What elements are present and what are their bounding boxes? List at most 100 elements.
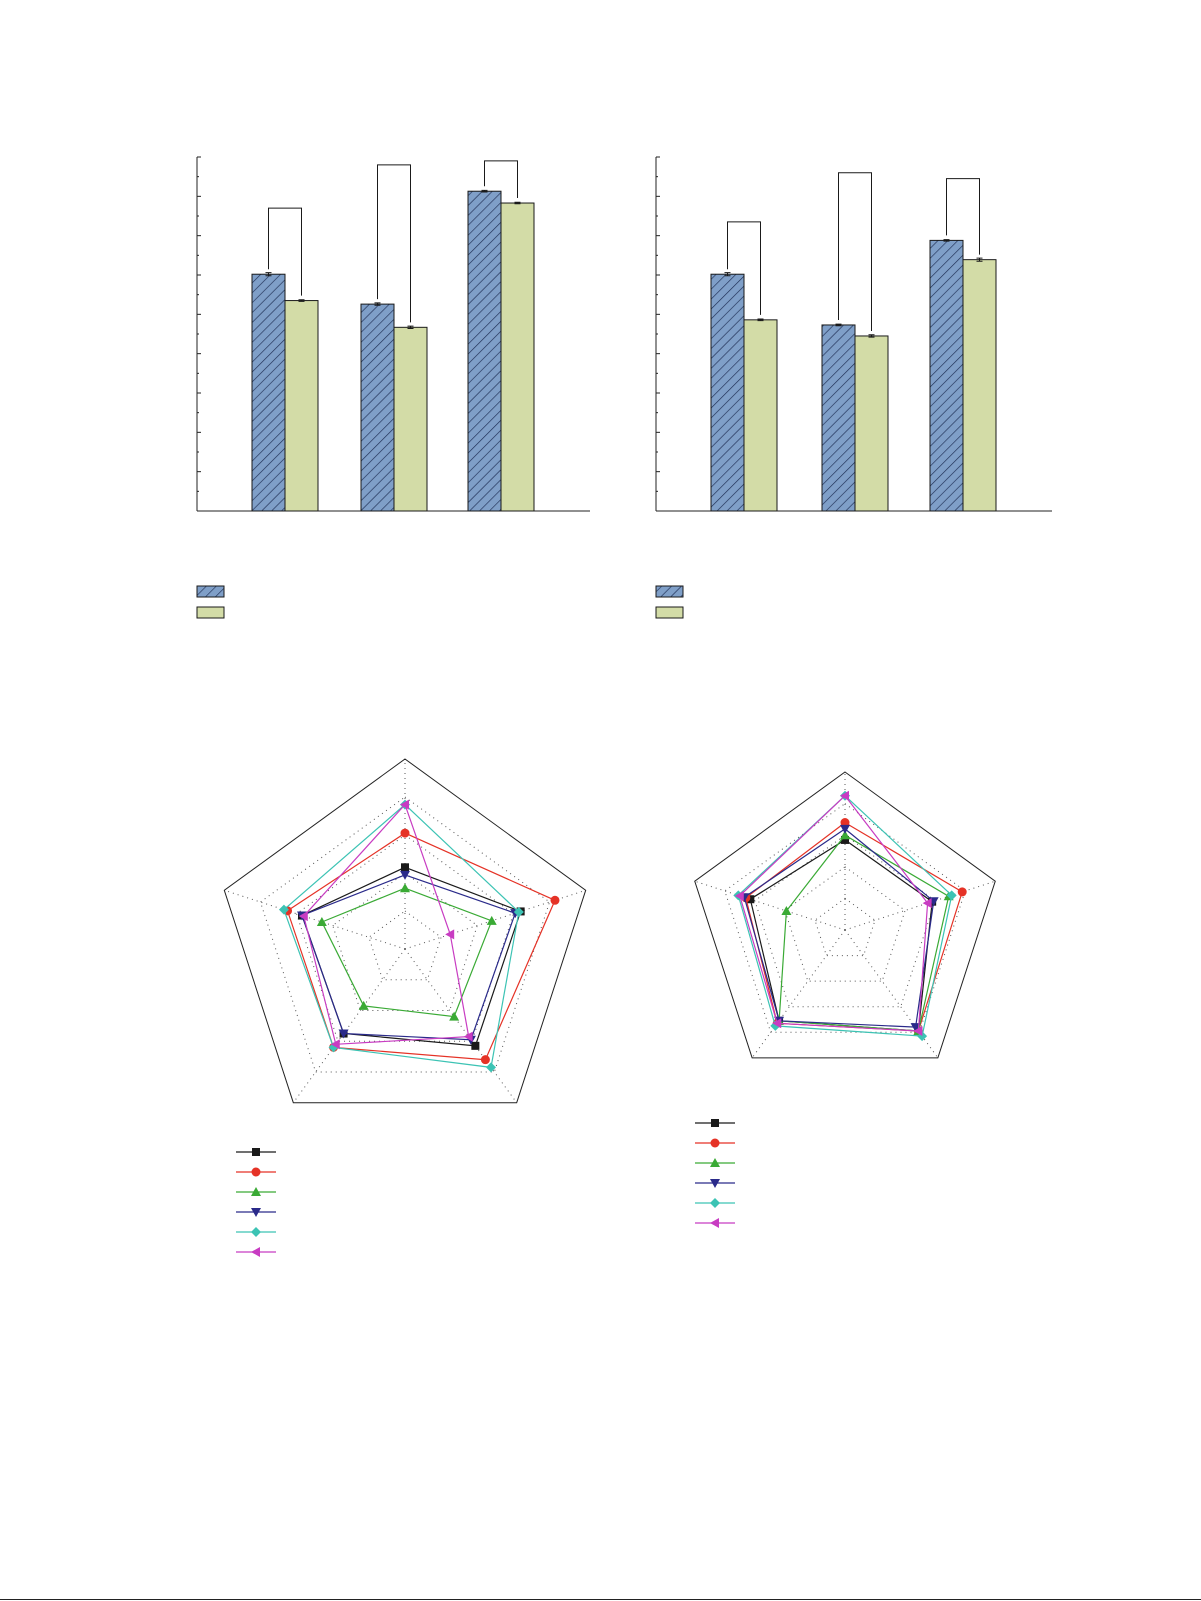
radar-spoke bbox=[404, 948, 518, 1104]
radar-series-line bbox=[301, 874, 516, 1041]
bar bbox=[710, 273, 745, 512]
error-bar bbox=[514, 201, 521, 205]
bar bbox=[821, 324, 856, 512]
marker-diamond bbox=[946, 890, 957, 901]
significance-bracket bbox=[268, 207, 302, 296]
marker-triangle-left bbox=[330, 1039, 340, 1050]
radar-ring bbox=[295, 834, 515, 1042]
radar-series-line bbox=[778, 834, 950, 1032]
bar bbox=[393, 326, 428, 512]
marker-triangle-left bbox=[913, 1025, 923, 1036]
marker-triangle-up bbox=[316, 916, 327, 926]
radar-ring bbox=[368, 910, 442, 981]
error-bar bbox=[265, 272, 272, 277]
marker-diamond bbox=[278, 904, 289, 915]
radar-spoke bbox=[844, 880, 996, 931]
radar-frame bbox=[694, 771, 996, 1059]
marker-triangle-left bbox=[298, 911, 308, 922]
error-bar bbox=[724, 272, 731, 277]
marker-triangle-down bbox=[710, 1179, 720, 1188]
marker-square bbox=[711, 1119, 719, 1127]
error-bar bbox=[835, 323, 842, 327]
radar-series-line bbox=[303, 803, 470, 1045]
marker-circle bbox=[251, 1167, 261, 1177]
marker-circle bbox=[400, 828, 410, 838]
marker-triangle-up bbox=[781, 905, 792, 915]
bar bbox=[854, 335, 889, 512]
marker-diamond bbox=[251, 1227, 261, 1237]
marker-triangle-left bbox=[463, 1031, 473, 1042]
significance-bracket bbox=[946, 178, 980, 255]
marker-circle bbox=[957, 887, 967, 897]
marker-triangle-down bbox=[338, 1029, 349, 1039]
marker-diamond bbox=[513, 907, 524, 918]
marker-triangle-up bbox=[251, 1187, 261, 1196]
bar bbox=[251, 273, 286, 512]
marker-triangle-left bbox=[251, 1247, 260, 1257]
radar-series-line bbox=[743, 828, 935, 1028]
radar-frame bbox=[223, 758, 587, 1104]
radar-ring bbox=[784, 866, 906, 982]
legend-swatch-hatched bbox=[655, 585, 684, 598]
legend-swatch-plain bbox=[196, 606, 225, 619]
radar-series-line bbox=[749, 839, 933, 1032]
radar-ring bbox=[814, 897, 876, 957]
significance-bracket bbox=[727, 221, 761, 315]
marker-diamond bbox=[710, 1198, 720, 1208]
marker-triangle-left bbox=[710, 1218, 719, 1228]
bar bbox=[500, 202, 535, 512]
marker-square bbox=[841, 835, 849, 844]
marker-triangle-up bbox=[486, 915, 497, 925]
marker-triangle-up bbox=[400, 883, 410, 893]
error-bar bbox=[943, 239, 950, 242]
error-bar bbox=[481, 189, 488, 193]
significance-bracket bbox=[838, 172, 872, 331]
bar-right-chart bbox=[655, 156, 1052, 619]
marker-square bbox=[252, 1148, 260, 1156]
marker-triangle-up bbox=[358, 1000, 369, 1010]
marker-triangle-left bbox=[445, 929, 455, 940]
radar-series-line bbox=[283, 803, 520, 1069]
marker-triangle-up bbox=[840, 830, 850, 840]
bar-left-chart bbox=[196, 156, 590, 619]
marker-square bbox=[746, 895, 755, 904]
radar-series-line bbox=[301, 866, 522, 1047]
radar-left-chart bbox=[223, 758, 587, 1257]
radar-spoke bbox=[694, 880, 846, 931]
radar-series-line bbox=[739, 794, 929, 1032]
marker-triangle-down bbox=[910, 1023, 921, 1033]
radar-spoke bbox=[292, 948, 406, 1104]
radar-series-line bbox=[286, 832, 556, 1061]
error-bar bbox=[407, 325, 414, 329]
marker-circle bbox=[480, 1055, 490, 1065]
page-bottom-rule bbox=[0, 1599, 1201, 1600]
bar bbox=[743, 319, 778, 512]
marker-triangle-left bbox=[734, 890, 744, 901]
bar bbox=[962, 259, 997, 512]
marker-triangle-down bbox=[840, 824, 850, 834]
bar bbox=[929, 239, 964, 512]
marker-triangle-left bbox=[400, 799, 409, 810]
marker-triangle-left bbox=[772, 1018, 782, 1029]
legend-swatch-plain bbox=[655, 606, 684, 619]
radar-spoke bbox=[404, 889, 586, 950]
bar bbox=[360, 303, 395, 512]
significance-bracket bbox=[377, 164, 411, 323]
significance-bracket bbox=[484, 160, 518, 199]
legend-swatch-hatched bbox=[196, 585, 225, 598]
marker-triangle-up bbox=[710, 1158, 720, 1167]
marker-triangle-up bbox=[449, 1011, 460, 1021]
error-bar bbox=[298, 299, 305, 302]
error-bar bbox=[868, 334, 875, 338]
bar bbox=[467, 190, 502, 512]
marker-triangle-left bbox=[922, 898, 932, 909]
marker-diamond bbox=[485, 1062, 496, 1073]
marker-square bbox=[401, 863, 409, 872]
radar-series-line bbox=[321, 887, 493, 1018]
radar-right-chart bbox=[694, 771, 996, 1228]
marker-square bbox=[471, 1041, 480, 1050]
error-bar bbox=[374, 302, 381, 306]
error-bar bbox=[976, 257, 983, 262]
